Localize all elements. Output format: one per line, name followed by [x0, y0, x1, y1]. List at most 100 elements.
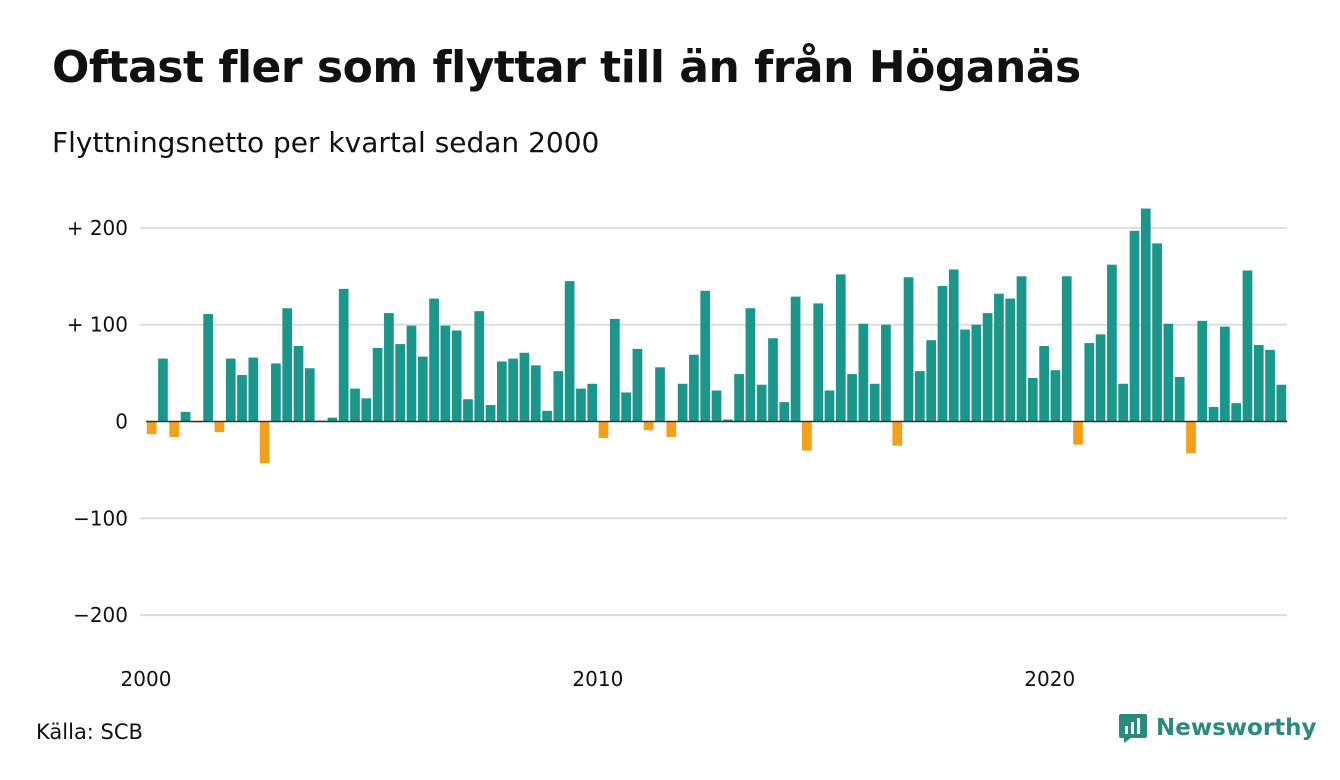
y-tick-label: + 200 [67, 216, 128, 240]
bar [225, 358, 236, 422]
bar [1242, 270, 1253, 422]
bar [1174, 376, 1185, 422]
bar [350, 388, 360, 422]
bar [892, 421, 903, 446]
bar [1208, 406, 1219, 422]
x-tick-label: 2020 [1024, 667, 1075, 691]
bar [960, 329, 970, 422]
bar [1027, 377, 1038, 422]
y-axis-labels: + 200 + 100 0 −100 −200 [67, 216, 128, 627]
bar [835, 274, 846, 422]
bar [293, 346, 304, 422]
bar [146, 421, 157, 435]
bar [768, 338, 778, 422]
bar [734, 374, 744, 422]
bar [609, 318, 620, 422]
bar [1253, 345, 1264, 422]
x-tick-label: 2010 [572, 667, 623, 691]
bar [813, 303, 824, 422]
bar [417, 356, 428, 422]
bar [621, 392, 631, 422]
bar [440, 325, 451, 422]
bar [530, 365, 541, 422]
bar [1005, 298, 1016, 422]
bar [643, 421, 654, 431]
bar [722, 419, 733, 422]
bar [779, 402, 790, 422]
bar [1129, 230, 1140, 422]
x-tick-label: 2000 [121, 667, 172, 691]
gridlines [140, 226, 1287, 617]
bar [451, 330, 462, 422]
bar [587, 383, 598, 422]
bar [677, 383, 688, 422]
y-tick-label: 0 [115, 410, 128, 434]
bar [463, 399, 473, 422]
bar [881, 324, 891, 422]
bar [248, 357, 259, 422]
chart-title: Oftast fler som flyttar till än från Hög… [52, 42, 1081, 93]
bar [1197, 320, 1208, 422]
bar [406, 325, 417, 422]
bar [1186, 421, 1196, 454]
bar [576, 388, 586, 422]
bar [508, 358, 519, 422]
bar [169, 421, 180, 437]
bar [474, 311, 485, 422]
y-tick-label: + 100 [67, 313, 128, 337]
bar [1118, 383, 1129, 422]
bar [180, 411, 191, 422]
bar [1016, 276, 1027, 422]
bar [914, 371, 925, 422]
bar [158, 358, 168, 422]
bar [971, 324, 982, 422]
bar [937, 285, 948, 422]
bar [948, 269, 959, 422]
bar [203, 314, 213, 422]
bar [824, 390, 835, 422]
bar [338, 288, 349, 422]
bar [700, 290, 711, 422]
bar [485, 405, 496, 422]
y-tick-label: −100 [73, 506, 128, 530]
bar [1073, 421, 1083, 445]
bar [519, 352, 530, 422]
bar [745, 308, 756, 422]
bar [372, 347, 383, 422]
bar [304, 368, 315, 422]
bar [994, 293, 1004, 422]
bar [1163, 323, 1174, 422]
bar [926, 340, 937, 422]
bar [553, 371, 564, 422]
bars [146, 208, 1287, 464]
bar [598, 421, 609, 438]
bar [632, 348, 643, 422]
bar [237, 375, 247, 422]
bar [429, 298, 439, 422]
bar [282, 308, 293, 422]
bar [689, 354, 699, 422]
bar [214, 421, 225, 433]
bar [1050, 370, 1061, 422]
x-axis-labels: 2000 2010 2020 [121, 667, 1076, 691]
bar [384, 313, 394, 422]
bar [1140, 208, 1151, 422]
bar [1152, 243, 1162, 422]
bar [903, 277, 914, 422]
bar [259, 421, 270, 464]
bar [564, 281, 575, 422]
bar [1220, 326, 1230, 422]
bar [858, 323, 869, 422]
bar [666, 421, 677, 437]
bar [497, 361, 507, 422]
bar [1107, 264, 1117, 422]
bar [327, 417, 338, 422]
bar [1265, 349, 1275, 422]
bar [790, 296, 801, 422]
bar [542, 410, 552, 422]
brand-name: Newsworthy [1156, 715, 1317, 741]
newsworthy-logo-icon [1119, 714, 1147, 743]
bar [1084, 343, 1095, 422]
bar [802, 421, 812, 451]
